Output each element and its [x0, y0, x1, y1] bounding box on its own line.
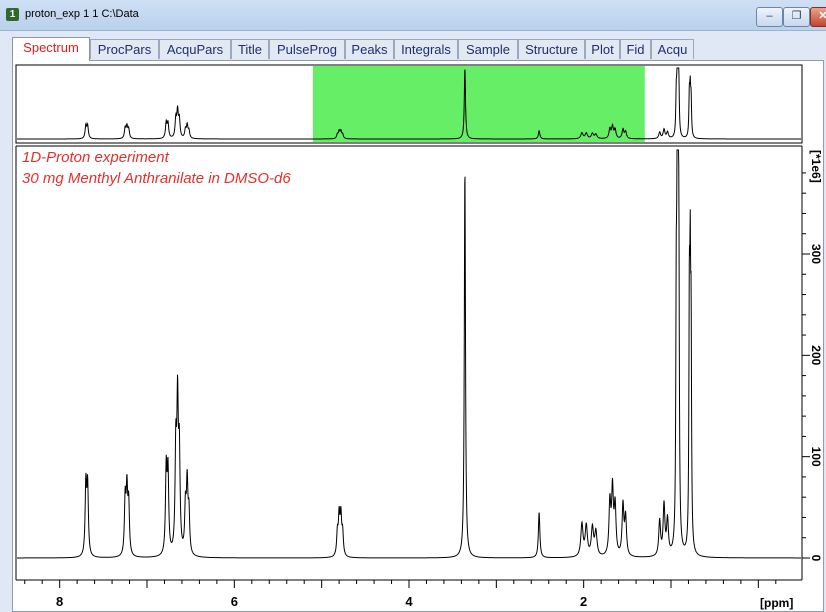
x-tick-label: 4	[405, 594, 413, 609]
tab-procpars[interactable]: ProcPars	[90, 39, 159, 59]
tab-title[interactable]: Title	[231, 39, 269, 59]
sample-description: 30 mg Menthyl Anthranilate in DMSO-d6	[22, 170, 291, 187]
tab-acqupars[interactable]: AcquPars	[159, 39, 231, 59]
y-tick-label: 100	[809, 447, 823, 467]
spectrum-trace	[17, 149, 801, 559]
tab-structure[interactable]: Structure	[518, 39, 585, 59]
x-tick-label: 2	[580, 594, 587, 609]
tab-pulseprog[interactable]: PulseProg	[269, 39, 345, 59]
minimize-button[interactable]: –	[756, 7, 783, 27]
y-tick-label: 0	[809, 555, 823, 562]
x-axis-unit: [ppm]	[760, 596, 793, 610]
x-tick-label: 8	[56, 594, 63, 609]
tab-fid[interactable]: Fid	[620, 39, 651, 59]
x-tick-label: 6	[231, 594, 238, 609]
tab-integrals[interactable]: Integrals	[394, 39, 458, 59]
y-tick-label: 300	[809, 244, 823, 264]
maximize-button[interactable]: ❐	[783, 7, 810, 27]
experiment-title: 1D-Proton experiment	[22, 149, 169, 166]
window-title: proton_exp 1 1 C:\Data	[25, 8, 139, 20]
tab-spectrum[interactable]: Spectrum	[12, 37, 90, 61]
spectrum-trace-group	[17, 149, 801, 559]
overview-trace	[17, 67, 801, 140]
tab-bar: Spectrum ProcPars AcquPars Title PulsePr…	[12, 37, 822, 61]
tab-sample[interactable]: Sample	[458, 39, 518, 59]
tab-peaks[interactable]: Peaks	[345, 39, 394, 59]
window-titlebar: 1 proton_exp 1 1 C:\Data – ❐ ✕	[0, 0, 826, 31]
x-axis-ticks: 8 6 4 2	[24, 580, 777, 609]
y-tick-label: 200	[809, 345, 823, 365]
y-axis-unit: [*1e6]	[809, 150, 823, 183]
tab-plot[interactable]: Plot	[585, 39, 620, 59]
tab-acqu[interactable]: Acqu	[651, 39, 694, 59]
y-axis-ticks: 0 100 200 300	[802, 172, 823, 562]
window-badge-icon: 1	[6, 8, 19, 21]
close-button[interactable]: ✕	[810, 7, 826, 27]
overview-window[interactable]	[312, 66, 645, 142]
